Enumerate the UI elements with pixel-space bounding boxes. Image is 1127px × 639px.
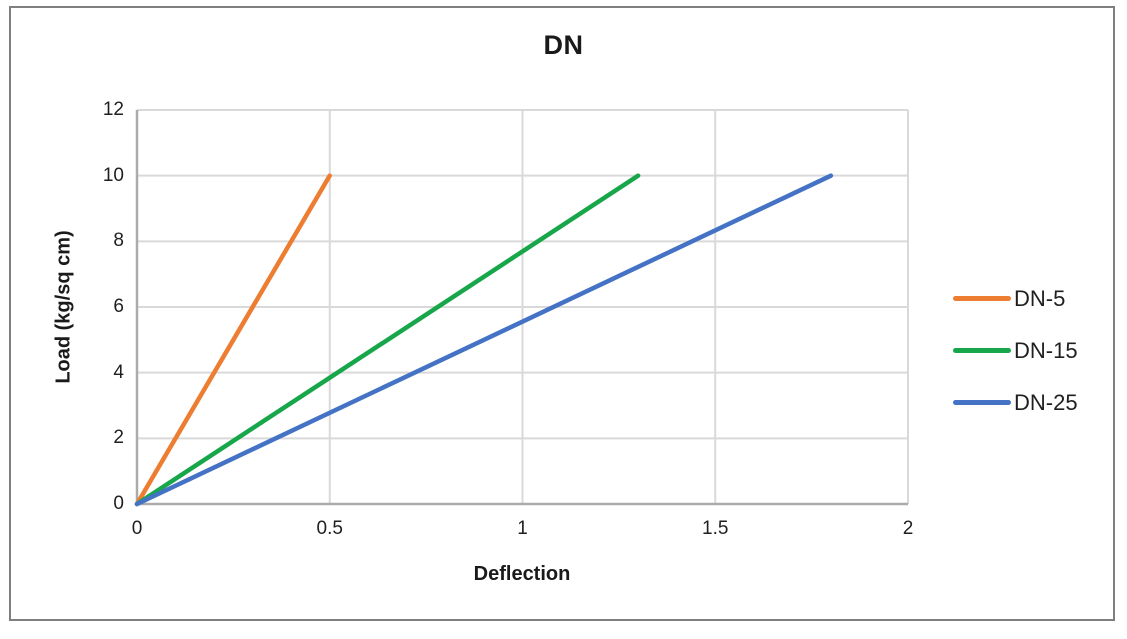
- legend: DN-5 DN-15 DN-25: [953, 286, 1078, 415]
- y-tick-label: 4: [113, 361, 124, 383]
- y-tick-label: 12: [102, 99, 124, 120]
- y-tick-label: 2: [113, 427, 124, 449]
- legend-swatch-dn-25: [953, 400, 1011, 405]
- legend-label: DN-5: [1014, 285, 1066, 311]
- series-line-dn-5[interactable]: [134, 173, 332, 507]
- series-line-dn-25[interactable]: [134, 173, 834, 507]
- x-tick-label: 2: [902, 518, 914, 539]
- chart-title: DN: [543, 30, 584, 60]
- x-tick-label: 1.5: [702, 518, 729, 539]
- x-tick-label: 0.5: [316, 518, 343, 539]
- legend-label: DN-15: [1014, 337, 1078, 363]
- legend-item-dn-15[interactable]: DN-15: [953, 338, 1078, 363]
- y-tick-label: 0: [113, 493, 124, 514]
- legend-item-dn-5[interactable]: DN-5: [953, 286, 1078, 311]
- y-tick-label: 6: [113, 296, 124, 317]
- y-tick-label: 8: [113, 230, 124, 252]
- x-tick-label: 0: [131, 518, 143, 539]
- legend-item-dn-25[interactable]: DN-25: [953, 390, 1078, 415]
- legend-swatch-dn-5: [953, 296, 1011, 301]
- x-tick-label: 1: [517, 518, 528, 539]
- series-line-dn-15[interactable]: [134, 173, 641, 507]
- chart-area-border: [9, 6, 1115, 621]
- y-axis-title: Load (kg/sq cm): [52, 230, 75, 384]
- legend-swatch-dn-15: [953, 348, 1011, 353]
- y-tick-label: 10: [102, 164, 124, 186]
- x-axis-title: Deflection: [473, 563, 571, 585]
- legend-label: DN-25: [1014, 389, 1078, 415]
